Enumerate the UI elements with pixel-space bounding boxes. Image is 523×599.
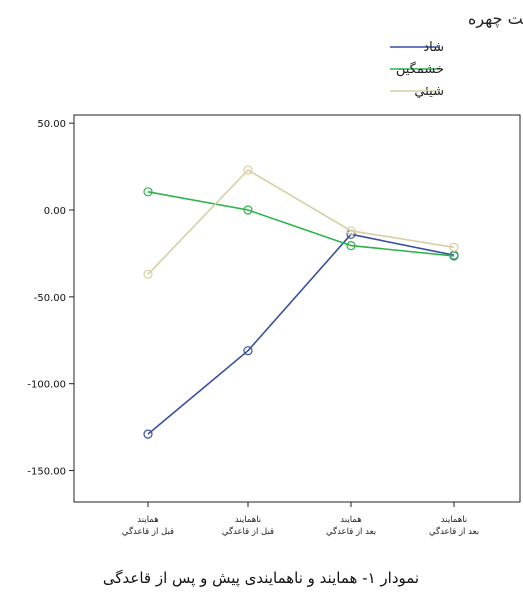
- x-tick-label: ناهمايند: [441, 515, 467, 525]
- legend-label: شيئي: [414, 84, 444, 99]
- y-tick-label: 0.00: [44, 206, 66, 217]
- data-point: [243, 165, 253, 175]
- y-tick-label: -150.00: [27, 467, 66, 478]
- chart-caption: نمودار ۱- همايند و ناهمايندی پيش و پس از…: [103, 569, 419, 588]
- series-line: [147, 233, 455, 435]
- y-tick-label: -100.00: [27, 380, 66, 391]
- data-point: [243, 346, 253, 356]
- series-group: [143, 229, 459, 439]
- data-point: [143, 269, 153, 279]
- legend-label: شاد: [423, 40, 444, 55]
- series-group: [143, 165, 459, 279]
- plot-frame: [73, 114, 521, 503]
- x-tick-label: قبل از قاعدگي: [122, 526, 174, 537]
- data-point: [143, 187, 153, 197]
- series-layer: [143, 165, 459, 439]
- data-point: [449, 251, 459, 261]
- data-point: [346, 226, 356, 236]
- legend-title: حالت چهره: [468, 9, 523, 29]
- y-axis: 50.00 0.00 -50.00 -100.00 -150.00: [27, 119, 74, 478]
- x-tick-label: همايند: [340, 515, 361, 525]
- series-line: [147, 191, 455, 257]
- series-line: [147, 168, 455, 275]
- x-tick-label: ناهمايند: [235, 515, 261, 525]
- data-point: [449, 242, 459, 252]
- legend: حالت چهره شاد خشمگين شيئي: [390, 9, 523, 99]
- x-tick-label: بعد از قاعدگي: [429, 526, 479, 537]
- y-tick-label: 50.00: [37, 119, 66, 130]
- data-point: [346, 241, 356, 251]
- legend-label: خشمگين: [396, 61, 444, 77]
- data-point: [143, 429, 153, 439]
- x-tick-label: همايند: [137, 515, 158, 525]
- x-tick-label: قبل از قاعدگي: [222, 526, 274, 537]
- y-tick-label: -50.00: [34, 293, 66, 304]
- series-group: [143, 187, 459, 261]
- data-point: [243, 205, 253, 215]
- x-tick-label: بعد از قاعدگي: [326, 526, 376, 537]
